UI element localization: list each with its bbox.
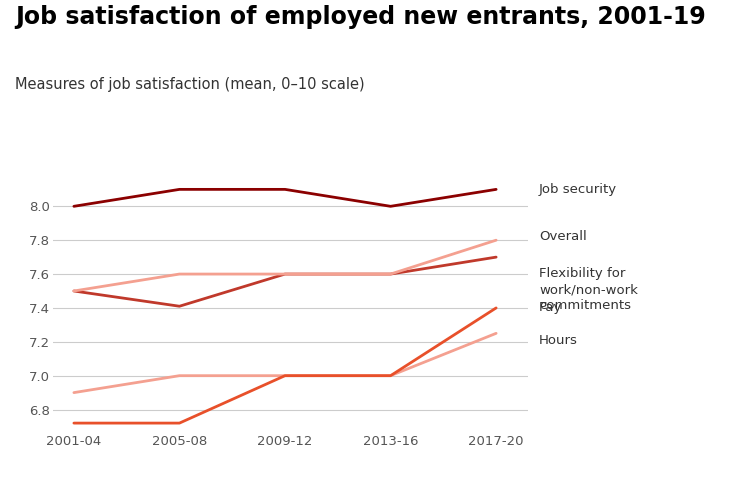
Text: Job security: Job security — [539, 183, 618, 196]
Text: Measures of job satisfaction (mean, 0–10 scale): Measures of job satisfaction (mean, 0–10… — [15, 77, 365, 92]
Text: Job satisfaction of employed new entrants, 2001-19: Job satisfaction of employed new entrant… — [15, 5, 706, 29]
Text: Pay: Pay — [539, 301, 562, 314]
Text: Flexibility for
work/non-work
commitments: Flexibility for work/non-work commitment… — [539, 267, 638, 313]
Text: Overall: Overall — [539, 230, 587, 243]
Text: Hours: Hours — [539, 334, 578, 347]
